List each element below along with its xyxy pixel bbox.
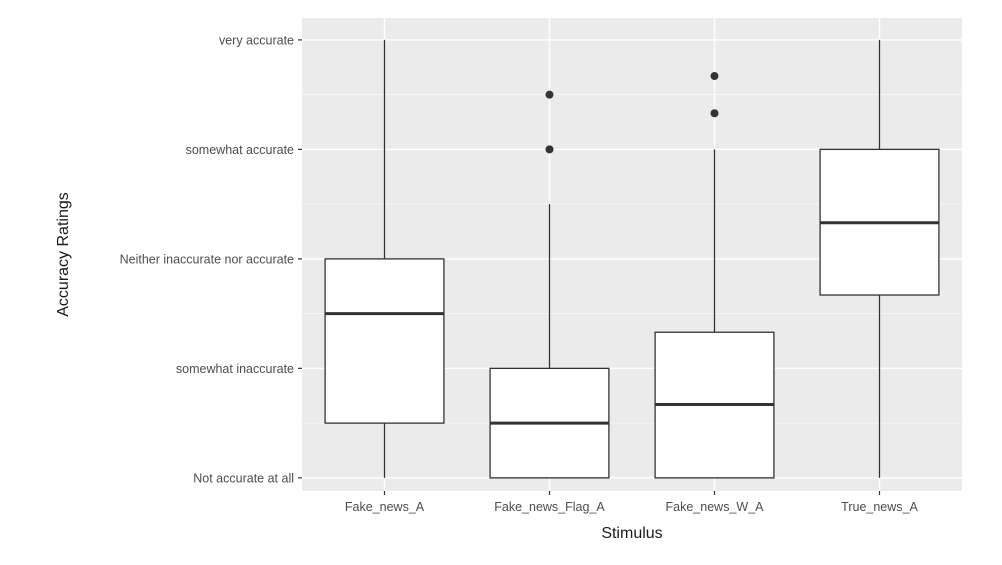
x-tick-label: Fake_news_Flag_A xyxy=(494,500,605,514)
y-tick-label: Neither inaccurate nor accurate xyxy=(120,252,294,266)
y-tick-label: somewhat accurate xyxy=(186,143,294,157)
outlier-point xyxy=(545,145,554,154)
y-tick-label: somewhat inaccurate xyxy=(176,362,294,376)
x-axis-ticks: Fake_news_A Fake_news_Flag_A Fake_news_W_A… xyxy=(345,491,918,514)
box-Fake_news_Flag_A xyxy=(489,90,610,479)
x-tick-label: True_news_A xyxy=(841,500,918,514)
box-True_news_A xyxy=(819,39,940,478)
y-axis-title: Accuracy Ratings xyxy=(55,192,72,317)
box-Fake_news_A xyxy=(324,39,445,478)
x-tick-label: Fake_news_A xyxy=(345,500,425,514)
outlier-point xyxy=(710,72,719,81)
y-tick-label: Not accurate at all xyxy=(193,471,294,485)
outlier-point xyxy=(710,109,719,118)
box-Fake_news_W_A xyxy=(654,72,775,479)
box-iqr xyxy=(324,258,445,424)
y-tick-label: very accurate xyxy=(219,33,294,47)
outlier-point xyxy=(545,90,554,99)
x-tick-label: Fake_news_W_A xyxy=(666,500,765,514)
y-axis-ticks: Not accurate at all somewhat inaccurate Ne… xyxy=(120,33,302,485)
x-axis-title: Stimulus xyxy=(601,525,662,542)
boxes-layer xyxy=(324,39,940,479)
